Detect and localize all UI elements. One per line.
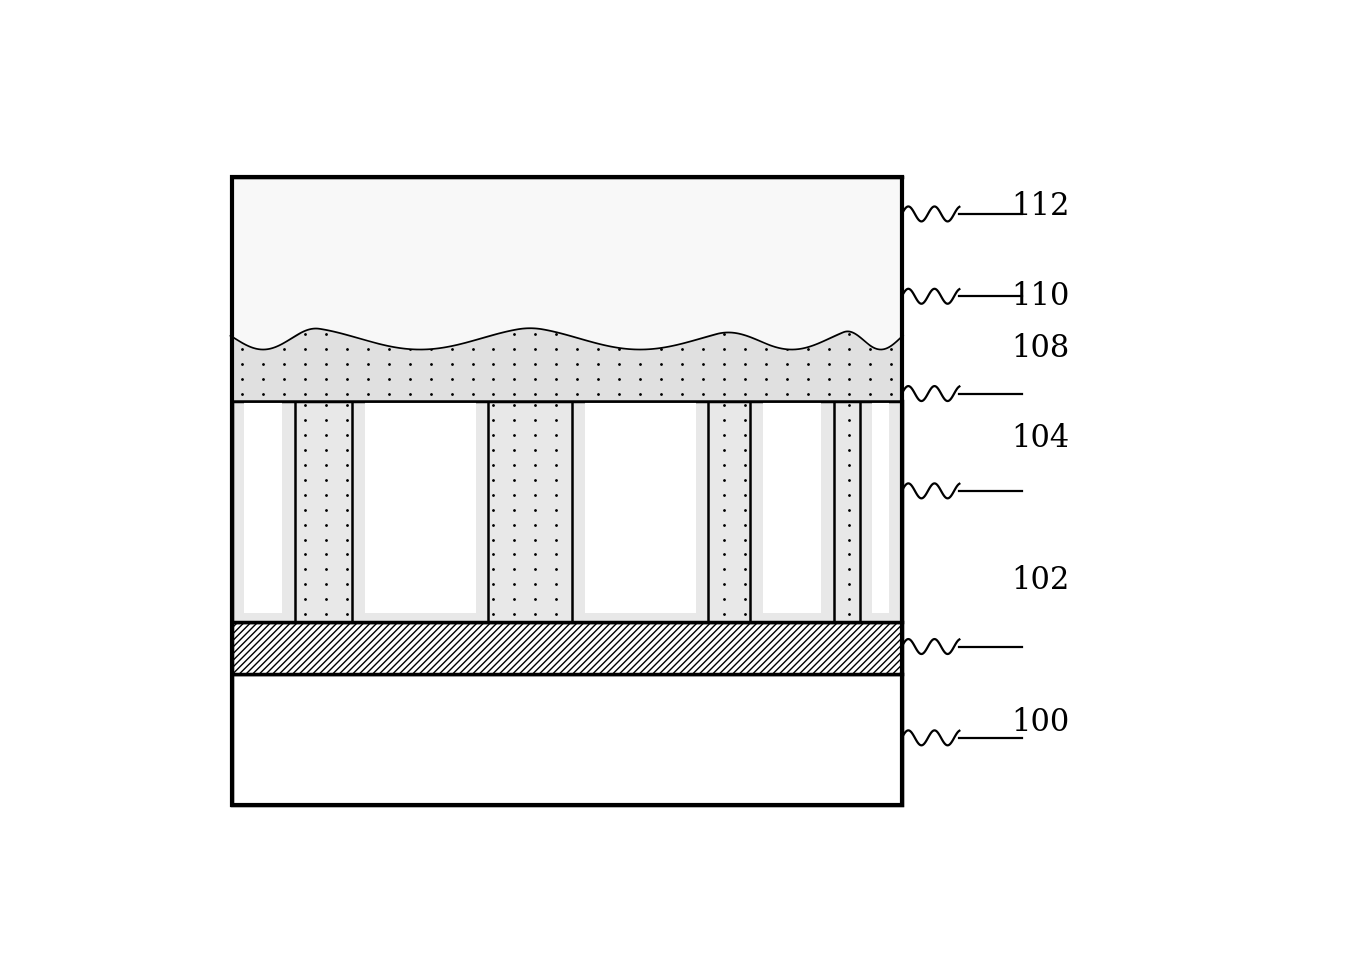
Polygon shape — [232, 328, 902, 401]
Bar — [571, 401, 708, 622]
Bar — [232, 177, 902, 805]
Bar — [232, 622, 902, 675]
Bar — [585, 401, 696, 613]
Bar — [859, 401, 902, 622]
Text: 104: 104 — [1012, 423, 1070, 454]
Bar — [365, 401, 476, 613]
Text: 102: 102 — [1012, 565, 1070, 596]
Bar — [750, 401, 834, 622]
Bar — [245, 401, 282, 613]
Bar — [232, 401, 902, 622]
Text: 110: 110 — [1012, 281, 1070, 312]
Text: 108: 108 — [1012, 333, 1070, 364]
Bar — [232, 675, 902, 805]
Bar — [353, 401, 488, 622]
Text: 100: 100 — [1012, 708, 1070, 739]
Text: 112: 112 — [1012, 191, 1070, 222]
Bar — [873, 401, 889, 613]
Bar — [232, 401, 295, 622]
Polygon shape — [232, 177, 902, 349]
Bar — [762, 401, 821, 613]
